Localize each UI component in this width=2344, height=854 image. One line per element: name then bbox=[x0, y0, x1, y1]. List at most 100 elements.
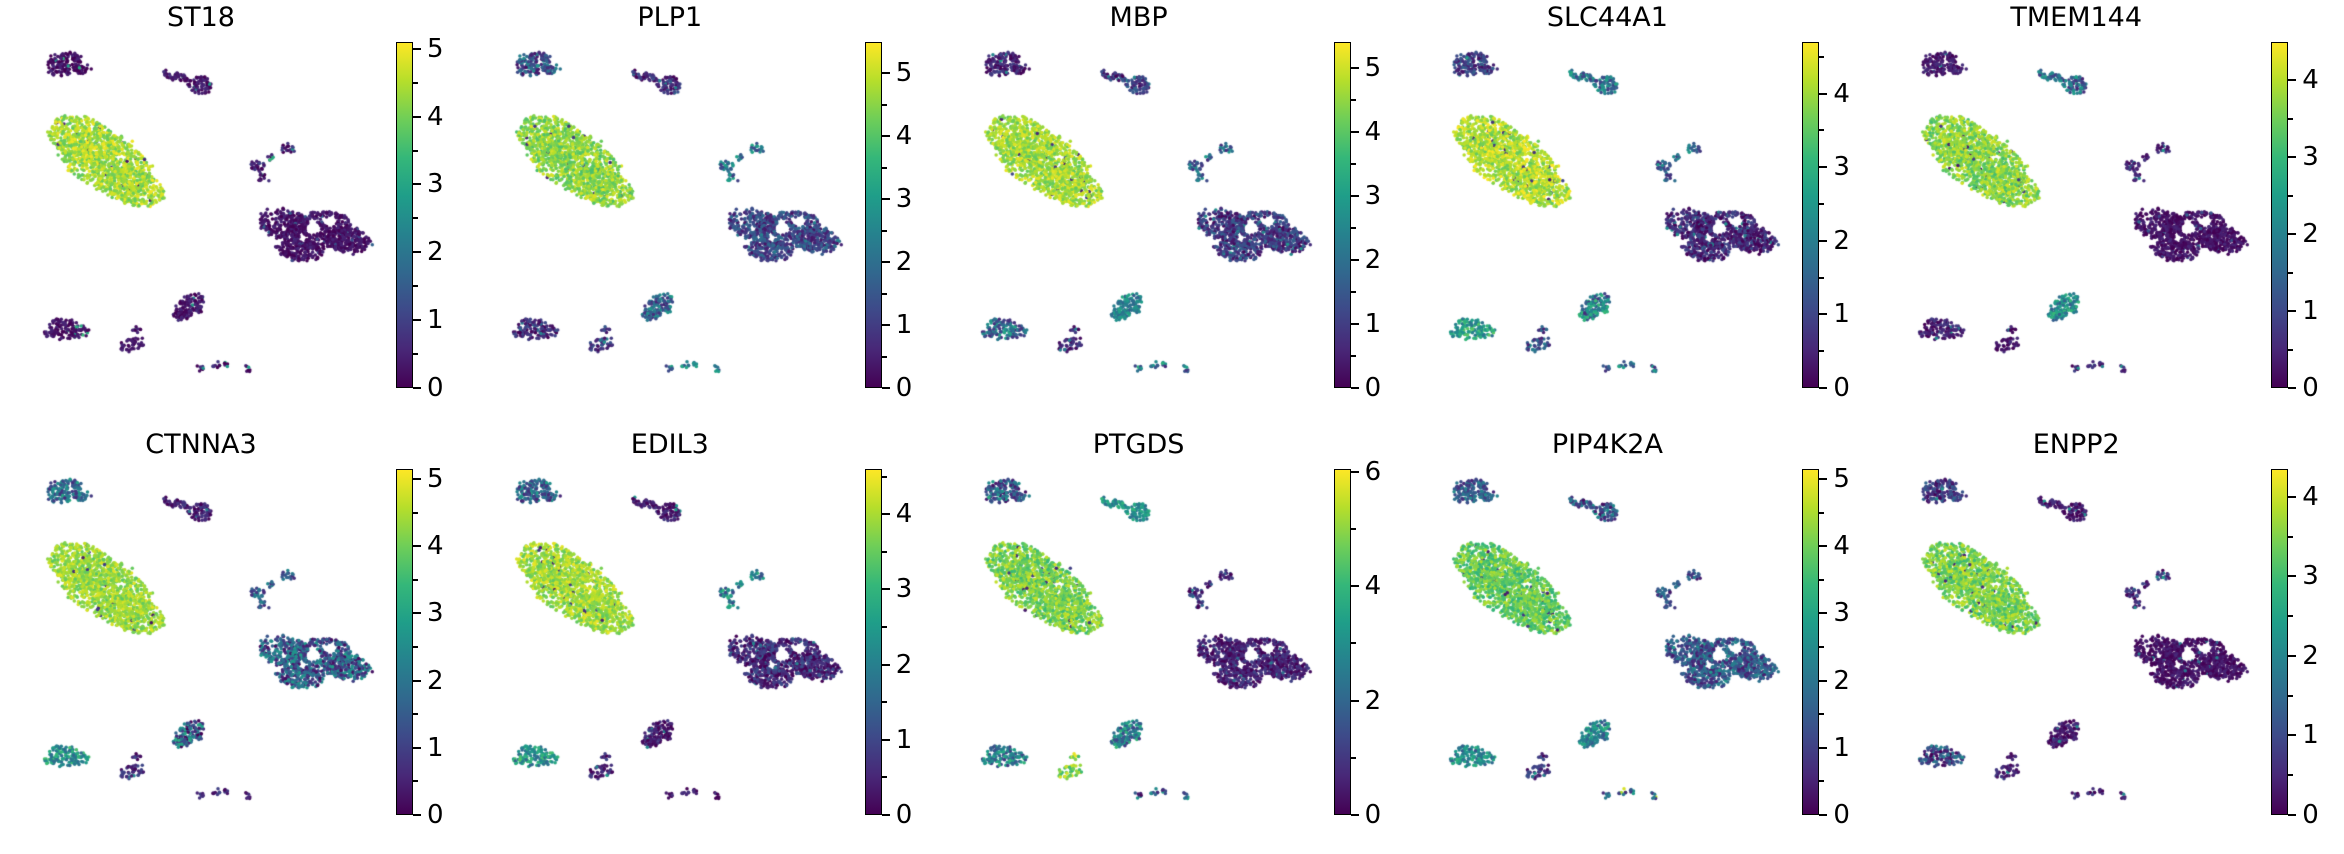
colorbar-minor-tick bbox=[2288, 615, 2294, 618]
colorbar-tick-label: 5 bbox=[895, 58, 913, 89]
colorbar-tick-label: 1 bbox=[895, 724, 913, 755]
colorbar-gradient bbox=[864, 469, 882, 815]
colorbar-minor-tick bbox=[413, 149, 418, 152]
colorbar-tick bbox=[2288, 310, 2297, 313]
colorbar-minor-tick bbox=[413, 285, 418, 288]
colorbar-minor-tick bbox=[1819, 202, 1825, 205]
colorbar-tick bbox=[413, 746, 421, 749]
colorbar-tick-label: 4 bbox=[427, 531, 444, 562]
colorbar-tick bbox=[1819, 239, 1828, 242]
colorbar-tick-label: 1 bbox=[2302, 720, 2319, 751]
colorbar-tick bbox=[1819, 92, 1828, 95]
colorbar-minor-tick bbox=[2288, 535, 2294, 538]
colorbar-tick-label: 3 bbox=[895, 574, 913, 605]
colorbar-tick bbox=[413, 478, 421, 481]
colorbar-tick bbox=[2288, 156, 2297, 159]
colorbar-gradient bbox=[864, 42, 882, 388]
colorbar-minor-tick bbox=[1350, 226, 1356, 229]
colorbar-tick bbox=[1350, 322, 1359, 325]
colorbar-tick bbox=[881, 814, 890, 816]
colorbar-ticks: 0 1 2 3 4 5 bbox=[1334, 42, 1381, 401]
colorbar-minor-tick bbox=[881, 292, 887, 295]
colorbar-tick-label: 2 bbox=[427, 665, 444, 696]
colorbar-tick-label: 3 bbox=[2302, 142, 2319, 173]
colorbar-tick-label: 4 bbox=[2302, 481, 2319, 512]
colorbar-minor-tick bbox=[2288, 694, 2294, 697]
colorbar-tick-label: 2 bbox=[895, 247, 913, 278]
colorbar-tick-label: 2 bbox=[1833, 665, 1850, 696]
colorbar-tick-label: 1 bbox=[1364, 308, 1382, 339]
colorbar-tick-label: 4 bbox=[427, 101, 444, 132]
colorbar-tick-label: 3 bbox=[2302, 561, 2319, 592]
colorbar-minor-tick bbox=[1819, 780, 1825, 783]
colorbar-minor-tick bbox=[413, 511, 418, 514]
colorbar-minor-tick bbox=[1350, 528, 1356, 531]
colorbar-minor-tick bbox=[413, 578, 418, 581]
colorbar-tick bbox=[1350, 130, 1359, 133]
colorbar-tick bbox=[1350, 66, 1359, 69]
colorbar-gradient bbox=[396, 469, 413, 815]
colorbar-tick bbox=[881, 72, 890, 75]
colorbar-tick-label: 2 bbox=[427, 237, 444, 268]
colorbar-tick bbox=[413, 115, 421, 118]
colorbar-minor-tick bbox=[1819, 646, 1825, 649]
colorbar-tick bbox=[881, 738, 890, 741]
colorbar-tick bbox=[1819, 679, 1828, 682]
colorbar-minor-tick bbox=[1350, 162, 1356, 165]
colorbar-tick bbox=[1350, 470, 1359, 473]
colorbar-tick-label: 3 bbox=[895, 184, 913, 215]
colorbar-minor-tick bbox=[2288, 348, 2294, 351]
colorbar-minor-tick bbox=[881, 625, 887, 628]
colorbar-gradient bbox=[1802, 42, 1820, 388]
colorbar-minor-tick bbox=[881, 166, 887, 169]
colorbar-tick-label: 5 bbox=[427, 33, 444, 64]
colorbar-tick bbox=[1350, 387, 1359, 389]
colorbar-minor-tick bbox=[1819, 276, 1825, 279]
colorbar-tick bbox=[1350, 585, 1359, 588]
colorbar-ticks: 0 1 2 3 4 5 bbox=[865, 42, 912, 401]
umap-scatter-canvas bbox=[468, 0, 938, 427]
colorbar-tick bbox=[881, 324, 890, 327]
colorbar-tick bbox=[1819, 313, 1828, 316]
colorbar-ticks: 0 2 4 6 bbox=[1334, 459, 1381, 828]
colorbar-tick-label: 1 bbox=[427, 732, 444, 763]
colorbar-tick bbox=[1819, 814, 1828, 816]
colorbar: 0 1 2 3 4 5 bbox=[1333, 42, 1381, 401]
colorbar-ticks: 0 1 2 3 4 5 bbox=[396, 36, 444, 401]
colorbar-tick bbox=[413, 387, 421, 389]
colorbar-tick-label: 1 bbox=[1833, 299, 1850, 330]
umap-scatter-canvas bbox=[1406, 0, 1876, 427]
umap-scatter-canvas bbox=[1875, 427, 2344, 854]
colorbar: 0 1 2 3 4 5 bbox=[396, 36, 444, 401]
colorbar-tick bbox=[1350, 194, 1359, 197]
colorbar: 0 1 2 3 4 bbox=[1802, 42, 1850, 401]
colorbar-tick-label: 5 bbox=[1833, 464, 1850, 495]
umap-scatter-canvas bbox=[937, 427, 1407, 854]
colorbar-tick-label: 0 bbox=[427, 373, 444, 403]
colorbar-minor-tick bbox=[881, 776, 887, 779]
colorbar-tick-label: 1 bbox=[895, 310, 913, 341]
colorbar-tick-label: 3 bbox=[1833, 152, 1850, 183]
colorbar-tick-label: 2 bbox=[1364, 244, 1382, 275]
colorbar-tick bbox=[2288, 387, 2297, 389]
umap-scatter-canvas bbox=[0, 427, 469, 854]
colorbar-tick bbox=[1350, 258, 1359, 261]
colorbar-gradient bbox=[1802, 469, 1820, 815]
colorbar-tick bbox=[413, 183, 421, 186]
colorbar-minor-tick bbox=[1350, 354, 1356, 357]
colorbar-tick-label: 5 bbox=[427, 464, 444, 495]
colorbar-tick-label: 3 bbox=[1364, 180, 1382, 211]
colorbar-tick-label: 4 bbox=[895, 121, 913, 152]
colorbar-gradient bbox=[1333, 469, 1351, 815]
colorbar-tick bbox=[413, 612, 421, 615]
colorbar-minor-tick bbox=[881, 475, 887, 478]
colorbar-minor-tick bbox=[1819, 350, 1825, 353]
colorbar-minor-tick bbox=[2288, 117, 2294, 120]
colorbar-minor-tick bbox=[1819, 578, 1825, 581]
colorbar-tick bbox=[413, 251, 421, 254]
colorbar-minor-tick bbox=[413, 81, 418, 84]
